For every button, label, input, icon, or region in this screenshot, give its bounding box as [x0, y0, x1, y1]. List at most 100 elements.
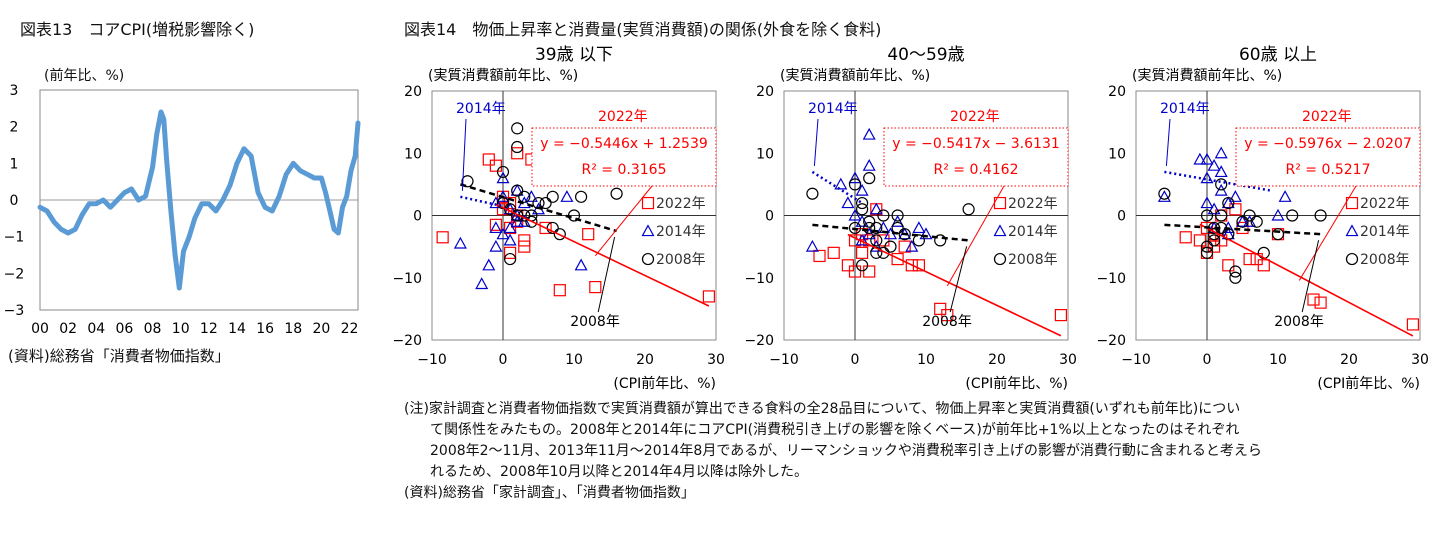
scatter-point-2008	[511, 184, 524, 197]
legend-marker-2008	[993, 252, 1007, 266]
scatter-point-2008	[461, 175, 474, 188]
scatter-point-2008	[504, 252, 517, 266]
regression-r-squared: R² = 0.4162	[934, 162, 1019, 178]
fig13-core-cpi-line	[37, 109, 361, 291]
scatter-point-2008	[891, 209, 904, 222]
fig14-scatter-panel: 60歳 以上 (実質消費額前年比、%) (CPI前年比、%) 20 10 0 −10 −20 −…	[1096, 45, 1428, 392]
legend-label: 2022年	[656, 196, 706, 212]
note-line: 2008年2～11月、2013年11月～2014年8月であるが、リーマンショック…	[430, 443, 1262, 459]
scatter-point-2008	[870, 221, 883, 235]
scatter-point-2008	[511, 209, 524, 222]
scatter-point-2022	[518, 240, 531, 253]
scatter-point-2022	[553, 284, 566, 297]
scatter-point-2008	[1158, 187, 1171, 200]
panel-y-axis-label: (実質消費額前年比、%)	[1132, 67, 1282, 84]
scatter-point-2014	[1207, 202, 1221, 215]
scatter-point-2008	[962, 203, 975, 216]
legend-label: 2014年	[1008, 224, 1058, 240]
panel-y-tick-label: −10	[744, 271, 774, 287]
scatter-point-2022	[863, 265, 876, 278]
legend-label: 2014年	[656, 224, 706, 240]
scatter-point-2008	[934, 234, 947, 247]
scatter-point-2022	[504, 196, 517, 210]
note-line: (注)家計調査と消費者物価指数で実質消費額が算出できる食料の全28品目について、…	[404, 401, 1241, 417]
fig13-unit-label: (前年比、%)	[44, 68, 125, 84]
scatter-point-2014	[510, 214, 524, 227]
fig14-scatter-panel: 40～59歳 (実質消費額前年比、%) (CPI前年比、%) 20 10 0 −10 −20 −…	[744, 45, 1076, 392]
scatter-point-2014	[489, 196, 503, 209]
legend-label: 2008年	[1008, 252, 1058, 268]
trendline-2008	[1164, 223, 1321, 236]
panel-y-tick-label: 0	[1117, 209, 1126, 225]
panel-x-tick-label: 10	[917, 352, 935, 368]
scatter-point-2008	[855, 203, 869, 216]
fig13-x-tick-label: 20	[313, 321, 331, 337]
scatter-point-2008	[855, 196, 869, 210]
scatter-point-2014	[503, 233, 517, 246]
scatter-point-2022	[511, 147, 524, 160]
trendline-2008	[812, 223, 969, 242]
scatter-point-2014	[489, 221, 503, 234]
fig13-x-tick-label: 00	[31, 321, 49, 337]
scatter-point-2014	[482, 258, 496, 271]
annotation-2022: 2022年	[950, 109, 1000, 125]
scatter-point-2014	[1214, 165, 1228, 178]
fig13-y-tick-label: 2	[10, 120, 19, 136]
scatter-point-2014	[517, 214, 531, 227]
scatter-point-2014	[496, 227, 510, 240]
scatter-point-2014	[855, 214, 869, 227]
panel-x-tick-label: 20	[636, 352, 654, 368]
scatter-point-2014	[489, 239, 503, 252]
legend-label: 2008年	[656, 252, 706, 268]
panel-y-tick-label: 0	[413, 209, 422, 225]
scatter-point-2014	[574, 258, 588, 271]
panel-x-tick-label: 20	[988, 352, 1006, 368]
annotation-2008-arrow	[949, 246, 968, 313]
panel-y-tick-label: −20	[392, 333, 422, 349]
scatter-point-2008	[511, 122, 524, 135]
fig13-y-tick-label: 3	[10, 83, 19, 99]
panel-y-tick-label: 10	[756, 146, 774, 162]
scatter-point-2014	[503, 202, 517, 215]
legend-marker-2022	[1345, 196, 1359, 210]
scatter-point-2008	[884, 240, 897, 253]
scatter-point-2014	[1271, 208, 1285, 221]
annotation-2014: 2014年	[808, 101, 858, 117]
scatter-point-2008	[848, 221, 862, 235]
annotation-2014: 2014年	[456, 101, 506, 117]
scatter-point-2014	[855, 183, 869, 196]
scatter-point-2022	[539, 221, 552, 235]
fig13-x-tick-label: 08	[144, 321, 162, 337]
scatter-point-2014	[862, 158, 876, 171]
scatter-point-2022	[482, 153, 495, 166]
regression-equation: y = −0.5446x + 1.2539	[540, 136, 708, 152]
trendline-2008	[460, 183, 617, 233]
panel-x-tick-label: −10	[769, 352, 799, 368]
scatter-point-2008	[1200, 246, 1214, 259]
scatter-point-2014	[891, 214, 905, 227]
scatter-point-2014	[496, 171, 510, 184]
panel-y-tick-label: −20	[744, 333, 774, 349]
note-line: れるため、2008年10月以降と2014年4月以降は除外した。	[430, 464, 808, 480]
scatter-point-2022	[1250, 252, 1263, 266]
scatter-point-2008	[870, 234, 883, 247]
scatter-point-2008	[1314, 209, 1327, 222]
legend-marker-2014	[1345, 224, 1359, 237]
scatter-point-2008	[1236, 215, 1249, 228]
legend-label: 2022年	[1360, 196, 1410, 212]
panel-y-tick-label: 0	[765, 209, 774, 225]
regression-equation-box	[531, 127, 717, 187]
scatter-point-2014	[503, 221, 517, 234]
panel-y-tick-label: 10	[404, 146, 422, 162]
fig13-source: (資料)総務省「消費者物価指数」	[8, 347, 230, 365]
scatter-point-2022	[489, 218, 502, 231]
legend-label: 2014年	[1360, 224, 1410, 240]
fig13-x-tick-label: 16	[256, 321, 274, 337]
scatter-point-2014	[834, 177, 848, 190]
scatter-point-2022	[589, 280, 602, 294]
fig13-x-tick-label: 22	[341, 321, 359, 337]
scatter-point-2008	[1243, 209, 1256, 222]
scatter-point-2022	[941, 309, 954, 322]
panel-title: 40～59歳	[887, 45, 964, 65]
